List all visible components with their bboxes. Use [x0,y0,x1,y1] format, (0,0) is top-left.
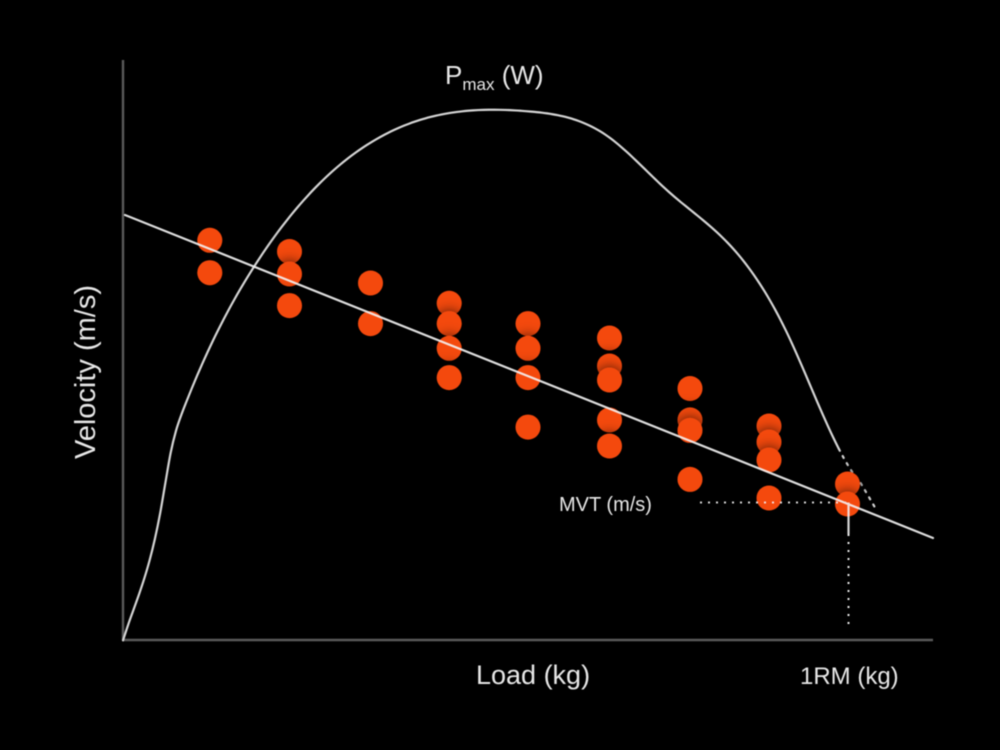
svg-text:MVT (m/s): MVT (m/s) [559,494,652,516]
svg-text:Velocity (m/s): Velocity (m/s) [70,285,102,459]
svg-text:Pmax (W): Pmax (W) [445,60,544,94]
svg-text:1RM (kg): 1RM (kg) [800,663,899,690]
svg-text:Load (kg): Load (kg) [476,660,590,690]
